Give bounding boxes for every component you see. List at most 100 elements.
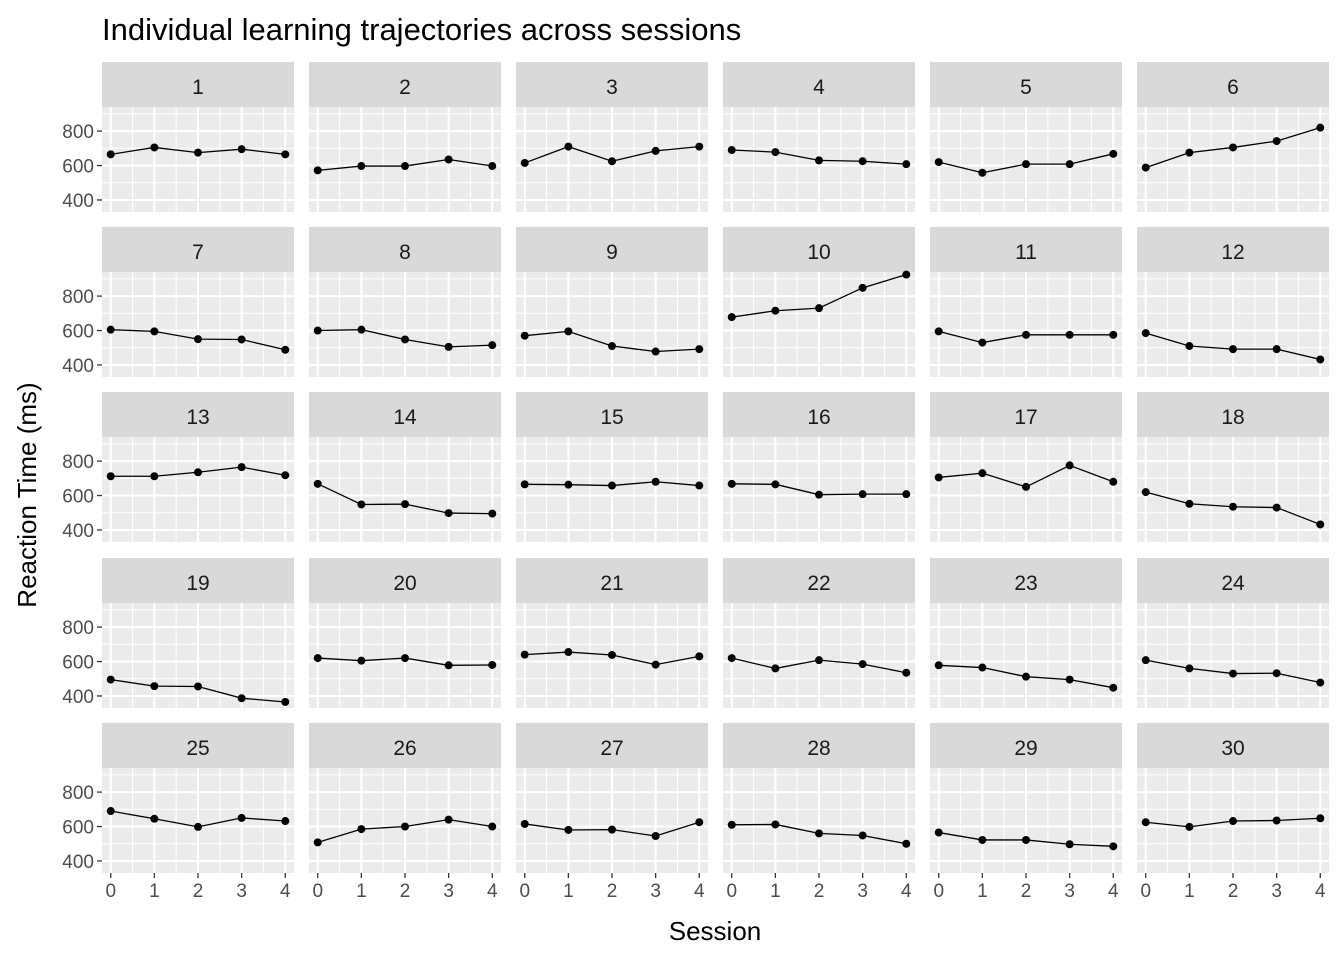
- data-point: [934, 473, 943, 482]
- facet-strip-label: 6: [1227, 76, 1239, 99]
- data-point: [1109, 842, 1118, 851]
- data-point: [1141, 818, 1150, 827]
- data-point: [150, 682, 159, 691]
- data-point: [978, 168, 987, 177]
- data-point: [1065, 330, 1074, 339]
- facet-panel: 20: [309, 558, 501, 708]
- data-point: [520, 819, 529, 828]
- data-point: [727, 479, 736, 488]
- data-point: [815, 829, 823, 838]
- data-point: [520, 480, 529, 489]
- facet-strip: [309, 558, 501, 603]
- facet-panel: 24: [1137, 558, 1329, 708]
- data-point: [401, 162, 409, 171]
- facet-strip-label: 12: [1221, 241, 1244, 264]
- data-point: [771, 664, 780, 673]
- data-point: [1109, 477, 1118, 486]
- data-point: [564, 142, 573, 151]
- data-point: [237, 813, 246, 822]
- data-point: [695, 652, 704, 661]
- x-tick-label: 2: [1021, 881, 1032, 902]
- facet-strip-label: 1: [192, 76, 204, 99]
- data-point: [815, 304, 823, 313]
- data-point: [858, 157, 867, 166]
- data-point: [858, 490, 867, 499]
- facet-strip-label: 26: [393, 737, 416, 760]
- facet-strip-label: 2: [399, 76, 411, 99]
- data-point: [934, 661, 943, 670]
- facet-panel: 1: [102, 62, 294, 212]
- data-point: [150, 327, 159, 336]
- facet-panel: 26: [309, 723, 501, 873]
- data-point: [313, 166, 322, 175]
- facet-panel: 30: [1137, 723, 1329, 873]
- data-point: [978, 835, 987, 844]
- facet-panel: 6: [1137, 62, 1329, 212]
- data-point: [281, 697, 290, 706]
- data-point: [488, 341, 497, 350]
- facet-strip-label: 30: [1221, 737, 1244, 760]
- data-point: [771, 306, 780, 315]
- data-point: [934, 327, 943, 336]
- data-point: [1065, 675, 1074, 684]
- x-tick-label: 0: [726, 881, 737, 902]
- data-point: [608, 157, 616, 166]
- facet-strip: [102, 62, 294, 107]
- data-point: [1229, 502, 1237, 511]
- facet-strip-label: 8: [399, 241, 411, 264]
- facet-strip-label: 18: [1221, 406, 1244, 429]
- facet-strip: [102, 392, 294, 437]
- data-point: [902, 270, 911, 279]
- data-point: [727, 146, 736, 155]
- data-point: [564, 825, 573, 834]
- data-point: [1065, 160, 1074, 169]
- data-point: [1109, 149, 1118, 158]
- facet-strip: [1137, 558, 1329, 603]
- facet-strip: [1137, 723, 1329, 768]
- data-point: [695, 818, 704, 827]
- data-point: [1229, 345, 1237, 354]
- facet-panel: 2: [309, 62, 501, 212]
- facet-strip: [516, 723, 708, 768]
- facet-strip-label: 5: [1020, 76, 1032, 99]
- x-tick-label: 0: [105, 881, 116, 902]
- data-point: [1272, 137, 1281, 146]
- y-tick-label: 800: [62, 287, 94, 308]
- facet-strip: [309, 392, 501, 437]
- data-point: [520, 158, 529, 167]
- data-point: [608, 825, 616, 834]
- data-point: [902, 160, 911, 169]
- data-point: [106, 325, 115, 334]
- data-point: [357, 162, 366, 171]
- data-point: [401, 822, 409, 831]
- x-tick-label: 3: [236, 881, 247, 902]
- data-point: [651, 831, 660, 840]
- data-point: [281, 471, 290, 480]
- data-point: [488, 162, 497, 171]
- x-tick-label: 1: [149, 881, 160, 902]
- facet-strip-label: 4: [813, 76, 825, 99]
- y-tick-label: 600: [62, 818, 94, 839]
- chart-title: Individual learning trajectories across …: [102, 12, 741, 47]
- data-point: [902, 490, 911, 499]
- data-point: [608, 481, 616, 490]
- data-point: [1316, 123, 1325, 132]
- data-point: [608, 650, 616, 659]
- data-point: [695, 142, 704, 151]
- data-point: [281, 150, 290, 159]
- data-point: [106, 675, 115, 684]
- facet-panel: 13: [102, 392, 294, 542]
- data-point: [1316, 814, 1325, 823]
- facet-panel: 14: [309, 392, 501, 542]
- data-point: [651, 146, 660, 155]
- facet-strip: [102, 227, 294, 272]
- x-tick-label: 2: [607, 881, 618, 902]
- data-point: [1316, 355, 1325, 364]
- facet-strip: [1137, 392, 1329, 437]
- data-point: [771, 480, 780, 489]
- data-point: [564, 480, 573, 489]
- facet-strip-label: 14: [393, 406, 417, 429]
- data-point: [401, 654, 409, 663]
